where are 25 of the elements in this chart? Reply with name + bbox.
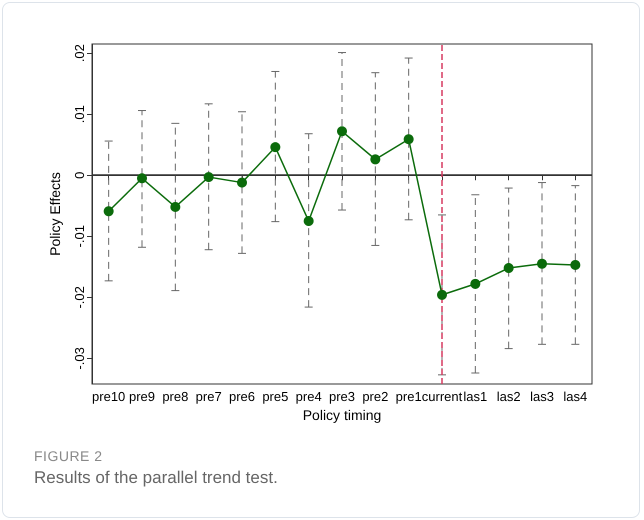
text: Results of the parallel trend test. bbox=[34, 468, 278, 488]
x-tick-label: las1 bbox=[463, 389, 488, 404]
y-tick-label: -.01 bbox=[72, 225, 87, 248]
x-tick-label: current bbox=[422, 389, 463, 404]
x-tick-label: pre10 bbox=[92, 389, 126, 404]
y-tick-label: 0 bbox=[72, 172, 87, 179]
y-axis-title: Policy Effects bbox=[47, 172, 63, 256]
caption: FIGURE 2 bbox=[34, 448, 103, 464]
x-tick-label: pre3 bbox=[328, 389, 356, 404]
x-tick-label: pre1 bbox=[396, 389, 422, 404]
y-tick-label: .01 bbox=[72, 105, 87, 124]
y-tick-label: -.03 bbox=[72, 347, 87, 370]
x-axis-title: Policy timing bbox=[302, 407, 382, 423]
x-tick-label: pre6 bbox=[228, 389, 256, 404]
x-tick-label: pre4 bbox=[296, 389, 322, 404]
x-tick-label: pre8 bbox=[162, 389, 188, 404]
y-tick-label: -.02 bbox=[72, 286, 87, 309]
x-tick-label: pre2 bbox=[362, 389, 388, 404]
x-tick-label: las4 bbox=[563, 389, 588, 404]
x-tick-label: pre9 bbox=[128, 389, 156, 404]
x-tick-label: las2 bbox=[496, 389, 521, 404]
x-tick-label: pre7 bbox=[196, 389, 222, 404]
x-tick-label: las3 bbox=[530, 389, 554, 404]
x-tick-label: pre5 bbox=[262, 389, 288, 404]
y-tick-label: .02 bbox=[72, 44, 87, 62]
